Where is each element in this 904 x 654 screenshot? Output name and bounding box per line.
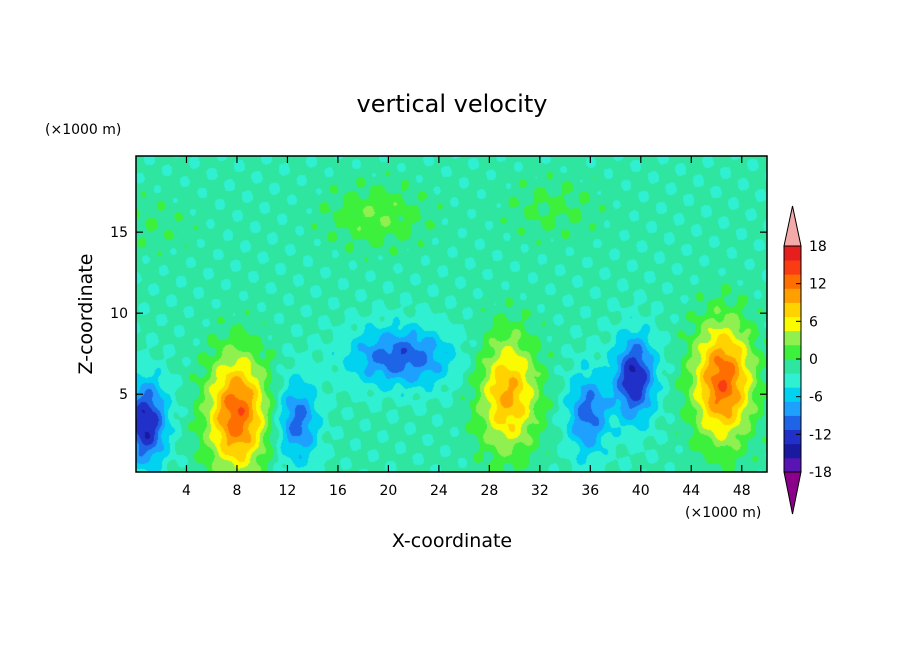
colorbar-tick-label: -6 (809, 390, 823, 406)
colorbar-swatch (784, 373, 801, 388)
y-tick-label: 5 (119, 387, 128, 403)
colorbar-swatch (784, 387, 801, 402)
colorbar-tick-label: -18 (809, 465, 832, 481)
colorbar-tick-label: -12 (809, 427, 832, 443)
colorbar-swatch (784, 316, 801, 332)
y-tick-label: 15 (110, 225, 128, 241)
y-unit-label: (×1000 m) (45, 122, 121, 138)
velocity-field (136, 156, 767, 472)
colorbar-swatch (784, 401, 801, 416)
x-tick-label: 36 (581, 483, 599, 499)
colorbar-swatch (784, 330, 801, 346)
colorbar-swatch (784, 443, 801, 459)
x-tick-label: 44 (682, 483, 700, 499)
x-axis-label: X-coordinate (392, 530, 512, 552)
x-tick-label: 48 (733, 483, 751, 499)
colorbar-swatch (784, 274, 801, 289)
plot-area (135, 155, 768, 473)
colorbar-swatch (784, 246, 801, 261)
colorbar-extend-max (783, 205, 802, 247)
y-axis-label: Z-coordinate (75, 254, 97, 375)
colorbar-tick-label: 18 (809, 239, 827, 255)
x-tick-label: 40 (632, 483, 650, 499)
colorbar-swatch (784, 260, 801, 275)
x-tick-label: 20 (379, 483, 397, 499)
x-tick-label: 12 (279, 483, 297, 499)
colorbar-tick-label: 6 (809, 314, 818, 330)
y-axis-ticks: 5 10 15 (110, 225, 767, 403)
x-tick-label: 16 (329, 483, 347, 499)
colorbar-swatch (784, 457, 801, 473)
x-tick-label: 4 (182, 483, 191, 499)
x-axis-ticks: 4 8 12 16 20 24 28 32 36 40 44 48 (182, 156, 751, 499)
y-tick-label: 10 (110, 306, 128, 322)
chart-title: vertical velocity (357, 90, 548, 118)
colorbar-extend-min (783, 471, 802, 515)
colorbar-swatch (784, 415, 801, 431)
x-tick-label: 24 (430, 483, 448, 499)
x-tick-label: 32 (531, 483, 549, 499)
colorbar-swatch (784, 359, 801, 374)
colorbar-swatch (784, 302, 801, 318)
colorbar-tick-label: 12 (809, 277, 827, 293)
colorbar: 18 12 6 0 -6 -12 -18 (783, 205, 832, 515)
colorbar-swatch (784, 288, 801, 303)
plot-frame (135, 155, 768, 473)
x-unit-label: (×1000 m) (685, 505, 761, 521)
colorbar-tick-label: 0 (809, 352, 818, 368)
x-tick-label: 8 (232, 483, 241, 499)
x-tick-label: 28 (480, 483, 498, 499)
colorbar-swatch (784, 429, 801, 445)
colorbar-swatch (784, 344, 801, 360)
